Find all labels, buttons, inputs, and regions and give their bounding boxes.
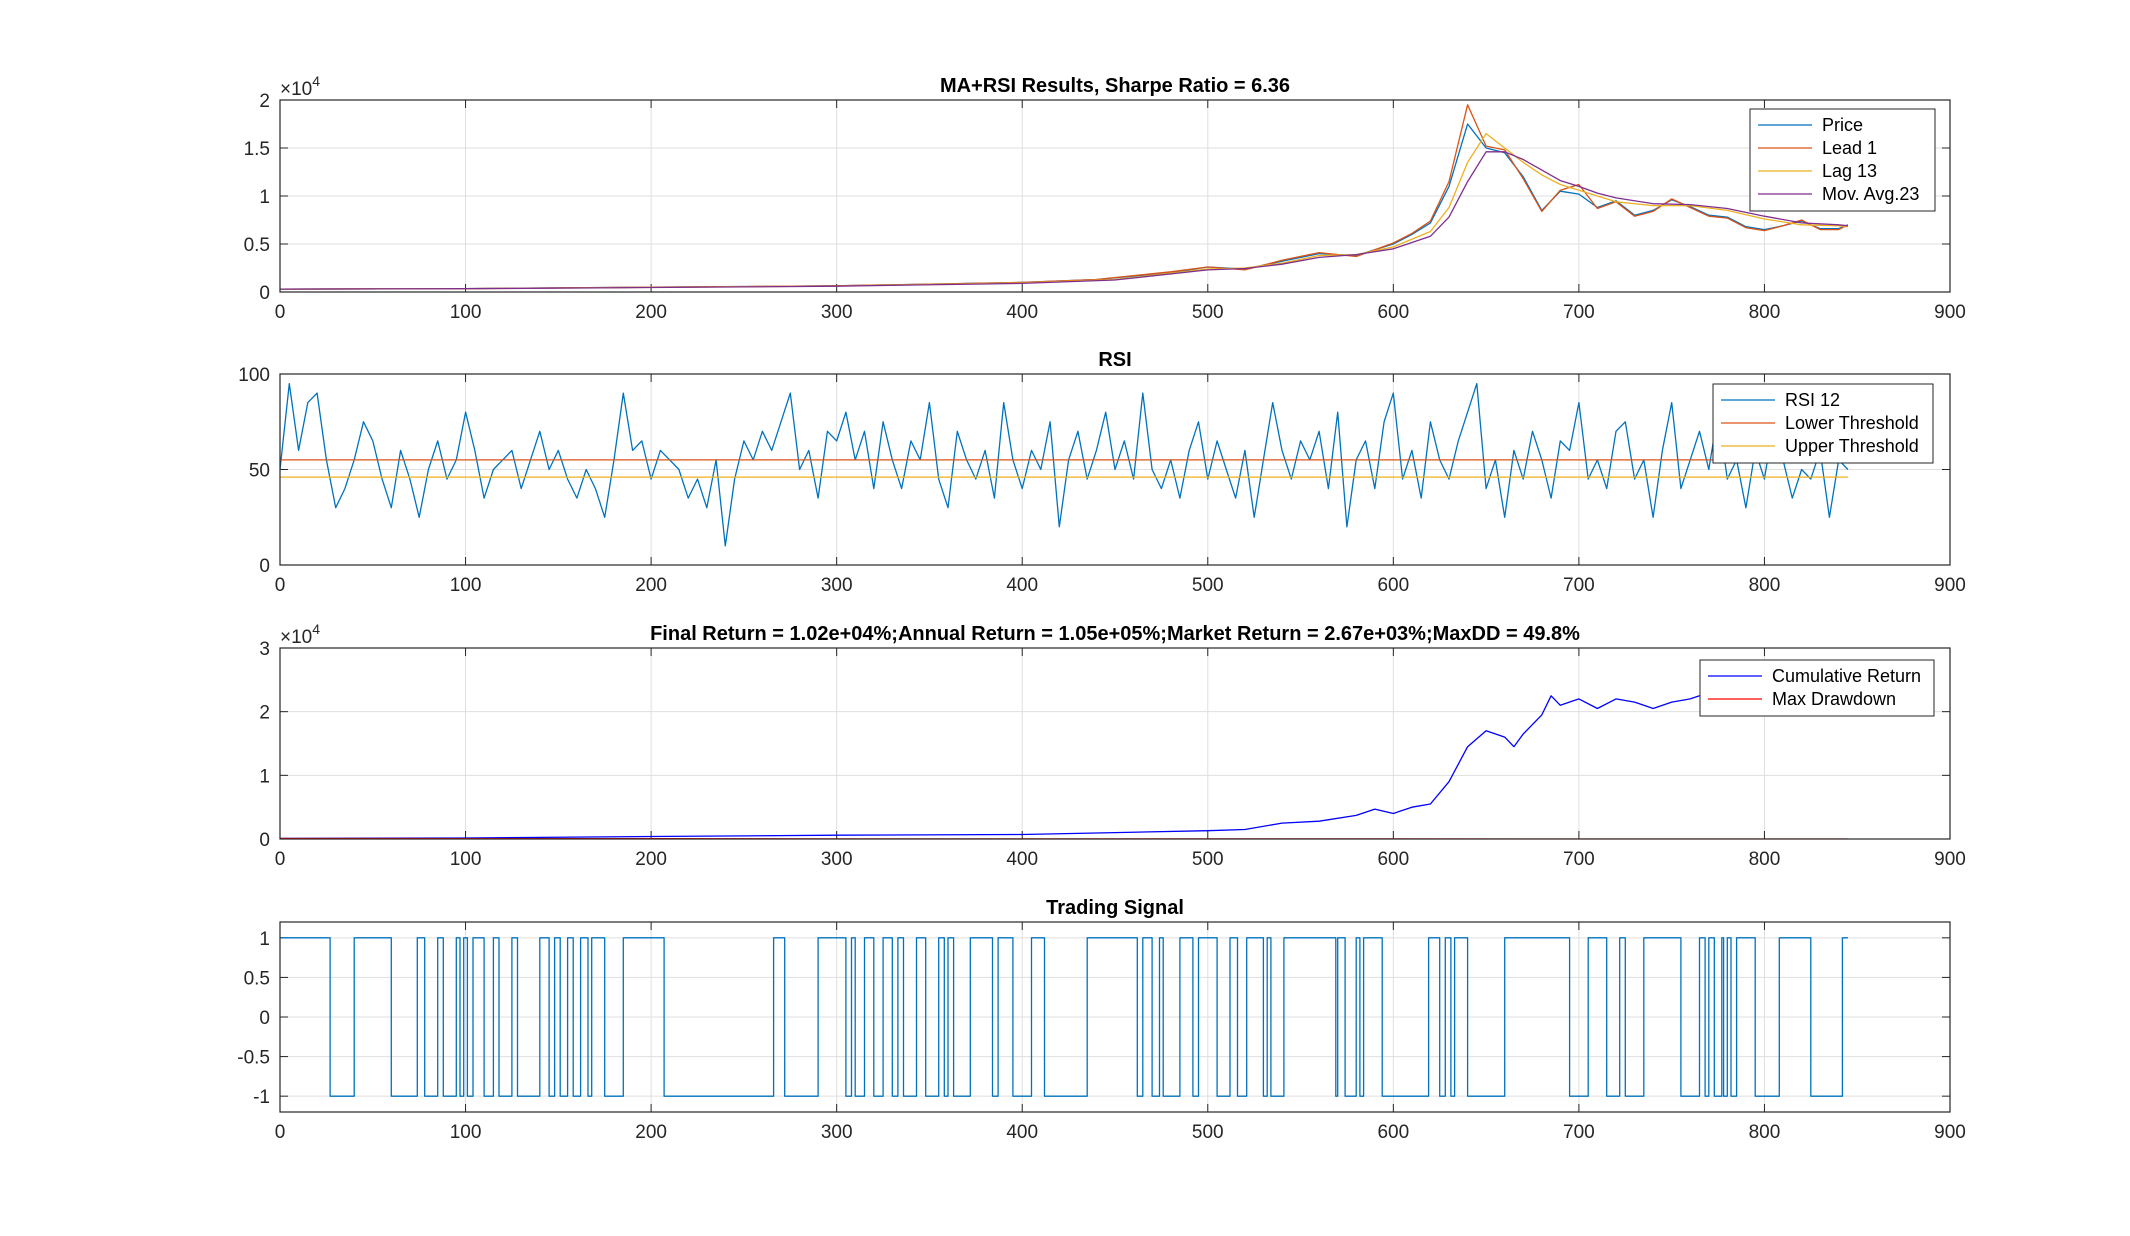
legend-label: Max Drawdown [1772, 689, 1896, 709]
panels: 0 100 200 300 400 500 600 700 800 90000.511.52×10… [237, 73, 1966, 1143]
chart-panel-4: 0 100 200 300 400 500 600 700 800 900 -1 -0.5 0 0.5 1 T… [237, 897, 1966, 1143]
x-tick-label: 900 [1934, 575, 1966, 596]
x-tick-label: 800 [1749, 575, 1781, 596]
y-exponent-label: ×104 [280, 73, 320, 100]
legend-label: Cumulative Return [1772, 666, 1921, 686]
x-tick-label: 100 [450, 849, 482, 870]
x-tick-label: 900 [1934, 1122, 1966, 1143]
x-tick-label: 500 [1192, 849, 1224, 870]
legend-label: Lead 1 [1822, 138, 1877, 158]
legend-label: Lower Threshold [1785, 413, 1919, 433]
x-tick-label: 0 [275, 849, 286, 870]
x-tick-label: 300 [821, 575, 853, 596]
y-tick-label: 1 [259, 187, 270, 208]
y-tick-label: 0 [259, 556, 270, 577]
legend-label: Mov. Avg.23 [1822, 184, 1919, 204]
legend: RSI 12 Lower Threshold Upper Threshold [1712, 383, 1934, 464]
x-tick-label: 200 [635, 1122, 667, 1143]
y-tick-label: 0.5 [244, 235, 270, 256]
exponent-power: 4 [312, 621, 320, 637]
series-group [280, 104, 1849, 290]
y-tick-label: 1 [259, 929, 270, 950]
y-tick-label: 0.5 [244, 968, 270, 989]
x-tick-label: 700 [1563, 575, 1595, 596]
x-tick-label: 0 [275, 302, 286, 323]
series-group [280, 937, 1848, 1097]
y-tick-label: 2 [259, 91, 270, 112]
x-tick-label: 400 [1006, 1122, 1038, 1143]
x-tick-label: 700 [1563, 849, 1595, 870]
legend: Cumulative Return Max Drawdown [1699, 659, 1935, 717]
x-tick-label: 600 [1377, 849, 1409, 870]
chart-panel-1: 0 100 200 300 400 500 600 700 800 900 0 0.5 1 1.5 2 ×10… [244, 73, 1966, 323]
series-line-rsi-12 [280, 382, 1849, 547]
x-tick-label: 400 [1006, 575, 1038, 596]
y-tick-label: -0.5 [237, 1048, 270, 1069]
legend-label: Lag 13 [1822, 161, 1877, 181]
y-tick-label: 3 [259, 639, 270, 660]
y-tick-label: 1.5 [244, 139, 270, 160]
chart-title: Final Return = 1.02e+04%;Annual Return =… [650, 623, 1580, 645]
legend: Price Lead 1 Lag 13 Mov. Avg.23 [1749, 108, 1936, 212]
x-tick-label: 900 [1934, 302, 1966, 323]
x-tick-label: 700 [1563, 1122, 1595, 1143]
x-tick-label: 600 [1377, 302, 1409, 323]
axes-frame [279, 373, 1951, 566]
series-line-signal [280, 937, 1848, 1097]
y-tick-label: -1 [253, 1087, 270, 1108]
y-tick-label: 2 [259, 703, 270, 724]
x-tick-label: 100 [450, 575, 482, 596]
y-tick-label: 0 [259, 1008, 270, 1029]
x-tick-label: 800 [1749, 1122, 1781, 1143]
plot-area [280, 648, 1950, 839]
y-tick-label: 0 [259, 830, 270, 851]
chart-title: MA+RSI Results, Sharpe Ratio = 6.36 [940, 75, 1290, 97]
legend-box [1699, 659, 1935, 717]
x-tick-label: 700 [1563, 302, 1595, 323]
axes-frame [279, 99, 1951, 293]
legend-label: Upper Threshold [1785, 436, 1919, 456]
x-tick-label: 500 [1192, 302, 1224, 323]
x-tick-label: 200 [635, 849, 667, 870]
y-tick-label: 1 [259, 766, 270, 787]
exponent-base: ×10 [280, 79, 312, 100]
axes-frame [279, 647, 1951, 840]
x-tick-label: 100 [450, 302, 482, 323]
axes-frame [279, 921, 1951, 1113]
exponent-power: 4 [312, 73, 320, 89]
x-tick-label: 600 [1377, 1122, 1409, 1143]
series-group [280, 382, 1849, 547]
exponent-base: ×10 [280, 627, 312, 648]
x-tick-label: 300 [821, 849, 853, 870]
x-tick-label: 0 [275, 1122, 286, 1143]
x-tick-label: 200 [635, 575, 667, 596]
chart-panel-2: 0 100 200 300 400 500 600 700 800 900 0 50 100 RSI RSI… [238, 349, 1966, 596]
y-tick-label: 0 [259, 283, 270, 304]
chart-title: RSI [1098, 349, 1131, 371]
x-tick-label: 200 [635, 302, 667, 323]
x-tick-label: 100 [450, 1122, 482, 1143]
x-tick-label: 400 [1006, 849, 1038, 870]
x-tick-label: 600 [1377, 575, 1409, 596]
chart-title: Trading Signal [1046, 897, 1184, 919]
series-line-lead-1 [280, 104, 1849, 290]
chart-panel-3: 0 100 200 300 400 500 600 700 800 900 0 1 2 3 ×104 Fina… [259, 621, 1965, 870]
x-tick-label: 400 [1006, 302, 1038, 323]
legend-label: RSI 12 [1785, 390, 1840, 410]
series-line-mov-avg-23 [280, 151, 1848, 290]
x-tick-label: 300 [821, 302, 853, 323]
x-tick-label: 500 [1192, 1122, 1224, 1143]
x-tick-label: 300 [821, 1122, 853, 1143]
x-tick-label: 900 [1934, 849, 1966, 870]
y-tick-label: 100 [238, 365, 270, 386]
x-tick-label: 800 [1749, 302, 1781, 323]
series-line-cumulative-return [280, 691, 1710, 839]
y-exponent-label: ×104 [280, 621, 320, 648]
x-tick-label: 800 [1749, 849, 1781, 870]
x-tick-label: 500 [1192, 575, 1224, 596]
x-tick-label: 0 [275, 575, 286, 596]
legend-label: Price [1822, 115, 1863, 135]
y-tick-label: 50 [249, 461, 270, 482]
